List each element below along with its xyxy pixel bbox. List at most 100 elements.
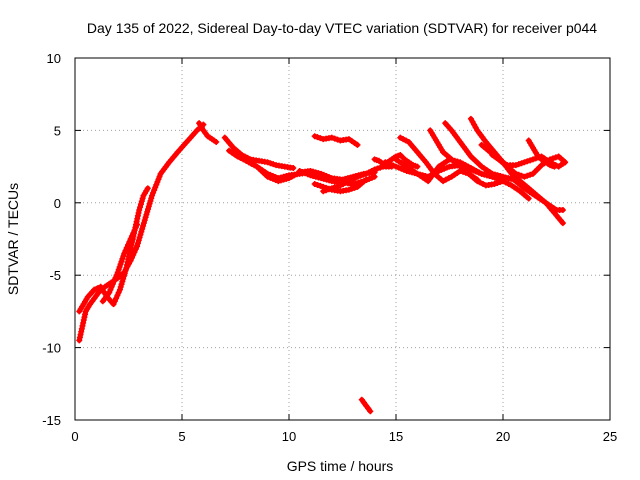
series-track-c	[99, 221, 141, 305]
data-point	[144, 208, 151, 215]
data-point	[106, 289, 113, 296]
data-point	[290, 165, 297, 172]
series-track-t	[489, 152, 569, 180]
data-point	[140, 222, 147, 229]
x-tick-label: 20	[496, 429, 510, 444]
data-point	[334, 136, 341, 143]
data-point	[320, 188, 327, 195]
data-point	[314, 181, 321, 188]
data-point	[131, 249, 138, 256]
data-point	[515, 171, 522, 178]
data-point	[123, 244, 130, 251]
chart-title: Day 135 of 2022, Sidereal Day-to-day VTE…	[87, 20, 597, 36]
data-point	[132, 224, 139, 231]
data-point	[497, 179, 504, 186]
data-point	[142, 214, 149, 221]
data-point	[122, 267, 129, 274]
data-point	[113, 272, 120, 279]
data-point	[525, 195, 532, 202]
data-point	[134, 243, 141, 250]
data-point	[109, 280, 116, 287]
data-point	[323, 187, 330, 194]
data-point	[377, 164, 384, 171]
y-axis-label: SDTVAR / TECUs	[5, 183, 21, 295]
data-point	[119, 278, 126, 285]
data-point	[518, 172, 525, 179]
data-point	[121, 250, 128, 257]
data-point	[111, 298, 118, 305]
data-point	[117, 283, 124, 290]
data-point	[125, 241, 132, 248]
y-tick-label: 0	[54, 196, 61, 211]
data-point	[135, 237, 142, 244]
data-point	[562, 159, 569, 166]
data-point	[371, 166, 378, 173]
data-point	[113, 295, 120, 302]
data-point	[348, 185, 355, 192]
data-point	[127, 236, 134, 242]
data-point	[328, 185, 335, 192]
data-point	[141, 217, 148, 224]
data-point	[139, 195, 146, 202]
data-point	[120, 273, 127, 280]
series-track-r	[467, 115, 566, 227]
data-point	[527, 157, 534, 164]
data-point	[94, 285, 101, 292]
data-point	[108, 283, 115, 290]
data-point	[527, 171, 534, 178]
data-point	[151, 187, 158, 194]
data-point	[331, 184, 338, 191]
data-point	[267, 160, 274, 167]
data-point	[360, 171, 367, 178]
data-point	[552, 154, 559, 161]
x-tick-label: 25	[603, 429, 617, 444]
data-point	[137, 204, 144, 211]
data-point	[134, 221, 141, 228]
data-point	[559, 220, 566, 227]
data-point	[153, 181, 160, 188]
data-point	[512, 170, 519, 177]
data-point	[148, 195, 155, 202]
data-point	[494, 180, 501, 187]
data-point	[131, 227, 138, 234]
data-point	[155, 176, 162, 183]
data-point	[116, 286, 123, 293]
x-tick-label: 10	[282, 429, 296, 444]
y-tick-label: -15	[42, 413, 61, 428]
data-points	[76, 115, 569, 415]
data-point	[331, 135, 338, 142]
data-point	[111, 277, 118, 284]
data-point	[150, 189, 157, 196]
data-point	[149, 192, 156, 199]
data-point	[126, 238, 133, 245]
data-point	[354, 141, 361, 148]
data-point	[559, 207, 566, 214]
data-point	[137, 231, 144, 238]
y-tick-label: -5	[49, 268, 61, 283]
data-point	[132, 246, 139, 253]
data-point	[120, 275, 127, 282]
data-point	[144, 185, 151, 192]
data-point	[138, 228, 145, 235]
data-point	[491, 180, 498, 187]
data-point	[367, 408, 374, 415]
data-point	[213, 138, 220, 145]
data-point	[122, 247, 129, 254]
data-point	[270, 161, 277, 168]
plot-frame	[74, 57, 611, 421]
series-track-l	[358, 396, 374, 415]
data-point	[345, 186, 352, 193]
data-point	[521, 173, 528, 180]
x-axis-label: GPS time / hours	[287, 458, 394, 474]
axis-ticks: 0 5 10 15 20 25 -15 -10 -5 0 5 10	[42, 51, 617, 444]
data-point	[551, 163, 558, 170]
data-point	[325, 186, 332, 193]
data-point	[156, 173, 163, 180]
x-tick-label: 5	[178, 429, 185, 444]
data-point	[112, 275, 119, 282]
data-point	[314, 134, 321, 141]
data-point	[547, 156, 554, 163]
data-point	[549, 155, 556, 162]
data-point	[317, 135, 324, 142]
data-point	[134, 240, 141, 247]
